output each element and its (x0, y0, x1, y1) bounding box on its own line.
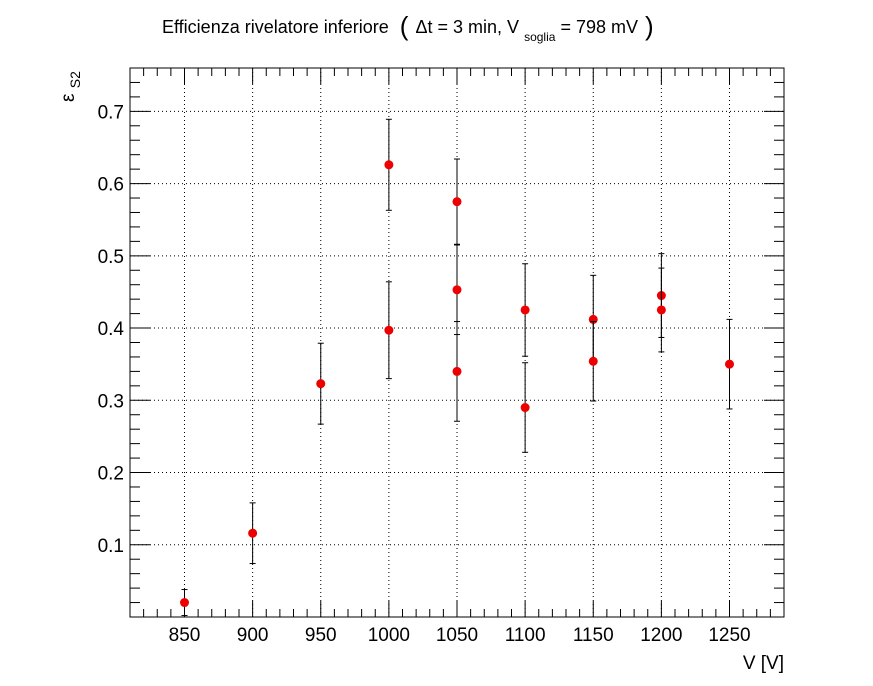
data-series (180, 118, 734, 617)
x-tick-label: 1250 (708, 625, 750, 646)
data-point (384, 325, 394, 335)
x-tick-label: 1200 (640, 625, 682, 646)
data-point (180, 598, 189, 608)
data-point (520, 305, 530, 315)
x-tick-label: 1150 (573, 625, 614, 646)
data-point (316, 379, 326, 389)
y-tick-label: 0.3 (98, 391, 124, 412)
data-point (452, 366, 462, 376)
x-tick-label: 950 (305, 625, 337, 646)
data-point (656, 305, 666, 315)
data-point (384, 160, 394, 170)
x-tick-label: 1000 (368, 625, 410, 646)
svg-text:ε S2: ε S2 (58, 71, 83, 102)
x-tick-label: 1050 (436, 625, 478, 646)
y-tick-label: 0.2 (98, 464, 124, 485)
y-tick-label: 0.5 (98, 247, 124, 268)
y-axis-label: ε S2 (58, 71, 83, 102)
y-tick-label: 0.4 (98, 319, 125, 340)
grid (130, 68, 784, 617)
data-point (452, 285, 462, 295)
x-tick-label: 900 (237, 625, 269, 646)
axis-ticks: 850 900 950 1000 1050 1100 1150 1200 1250 0.1 0.2 0… (98, 67, 785, 646)
x-tick-label: 850 (169, 625, 201, 646)
data-point (248, 528, 258, 538)
data-point (520, 403, 530, 413)
y-tick-label: 0.6 (98, 175, 124, 196)
x-axis-label: V [V] (743, 653, 784, 674)
y-tick-label: 0.7 (98, 102, 124, 123)
data-point (452, 197, 462, 207)
y-tick-label: 0.1 (98, 536, 124, 557)
data-point (725, 359, 734, 369)
chart-title: Efficienza rivelatore inferiore ( Δt = 3… (162, 11, 654, 45)
x-tick-label: 1100 (505, 625, 546, 646)
data-point (588, 356, 598, 366)
